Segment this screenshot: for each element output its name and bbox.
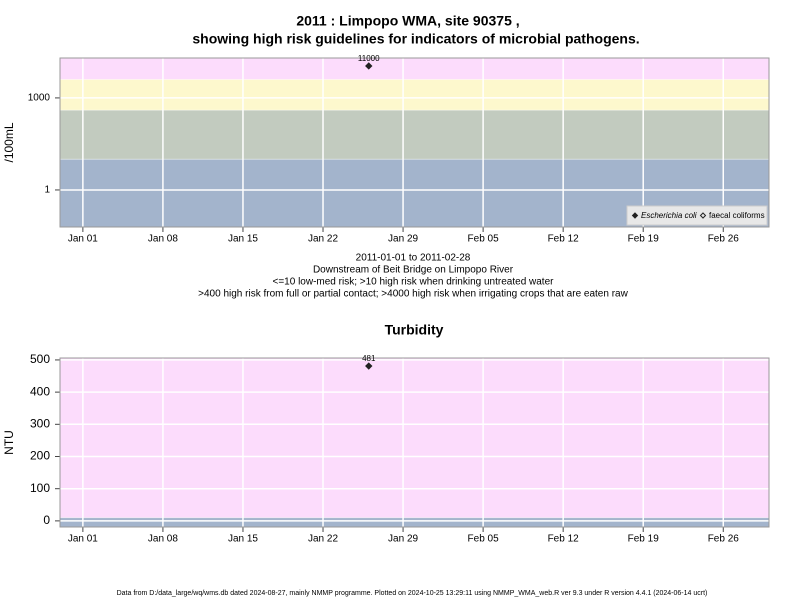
data-point — [365, 62, 373, 70]
x-tick-label: Jan 01 — [68, 534, 98, 545]
x-tick-label: Jan 01 — [68, 234, 98, 245]
data-label: 11000 — [358, 54, 380, 63]
x-tick-label: Jan 08 — [148, 234, 178, 245]
y-tick-label: 100 — [30, 481, 50, 495]
y-tick-label: 1 — [44, 185, 50, 196]
y-tick-label: 300 — [30, 416, 50, 430]
y-axis-label: NTU — [2, 430, 16, 455]
legend-marker — [631, 212, 639, 219]
x-tick-label: Feb 26 — [708, 234, 740, 245]
note: Downstream of Beit Bridge on Limpopo Riv… — [313, 265, 514, 276]
x-tick-label: Jan 15 — [228, 534, 258, 545]
plot-frame — [59, 357, 770, 528]
data-point — [365, 362, 373, 370]
legend-label: Escherichia coli — [641, 211, 697, 220]
y-tick-label: 0 — [43, 513, 50, 527]
y-tick-label: 200 — [30, 449, 50, 463]
x-tick-label: Jan 08 — [148, 534, 178, 545]
chart-title: Turbidity — [385, 322, 444, 338]
footer: Data from D:/data_large/wq/wms.db dated … — [117, 590, 708, 597]
risk-band — [60, 58, 769, 80]
note: >400 high risk from full or partial cont… — [198, 289, 628, 300]
x-tick-label: Jan 22 — [308, 534, 338, 545]
x-tick-label: Jan 29 — [388, 234, 418, 245]
y-tick-label: 400 — [30, 384, 50, 398]
x-tick-label: Feb 26 — [708, 534, 740, 545]
x-tick-label: Feb 12 — [548, 534, 580, 545]
x-tick-label: Feb 19 — [628, 234, 660, 245]
x-tick-label: Feb 12 — [548, 234, 580, 245]
x-tick-label: Jan 22 — [308, 234, 338, 245]
risk-band — [60, 110, 769, 160]
x-tick-label: Jan 15 — [228, 234, 258, 245]
legend-label: faecal coliforms — [709, 211, 765, 220]
y-tick-label: 1000 — [28, 93, 51, 104]
legend-box — [626, 205, 768, 226]
x-tick-label: Jan 29 — [388, 534, 418, 545]
x-tick-label: Feb 19 — [628, 534, 660, 545]
y-axis-label: /100mL — [2, 122, 16, 162]
y-tick-label: 500 — [30, 352, 50, 366]
note: <=10 low-med risk; >10 high risk when dr… — [273, 277, 555, 288]
note: 2011-01-01 to 2011-02-28 — [356, 253, 471, 264]
risk-band — [60, 517, 769, 527]
chart-title: 2011 : Limpopo WMA, site 90375 , — [296, 13, 519, 29]
x-tick-label: Feb 05 — [468, 534, 500, 545]
risk-band — [60, 358, 769, 518]
plot-frame — [59, 57, 770, 228]
risk-band — [60, 79, 769, 111]
x-tick-label: Feb 05 — [468, 234, 500, 245]
legend-marker — [699, 212, 707, 219]
chart-subtitle: showing high risk guidelines for indicat… — [192, 31, 639, 47]
data-label: 481 — [362, 354, 376, 363]
